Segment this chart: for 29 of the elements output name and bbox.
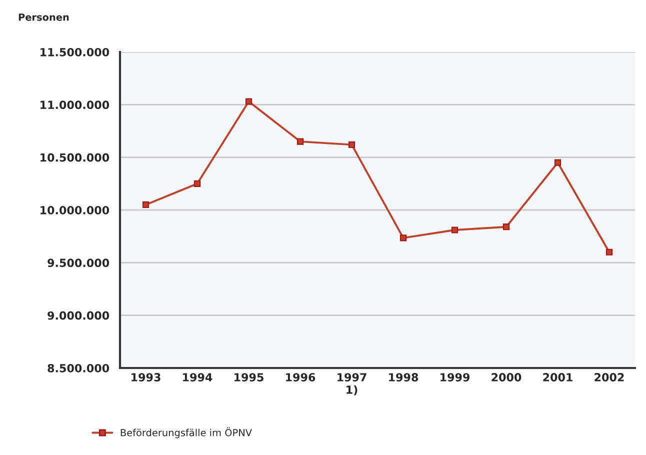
point xyxy=(194,180,201,187)
point xyxy=(400,234,407,242)
point xyxy=(451,226,458,234)
point xyxy=(245,98,252,105)
legend-label: Beförderungsfälle im ÖPNV xyxy=(120,427,252,438)
y-tick-label: 11.000.000 xyxy=(40,100,110,110)
point xyxy=(502,224,510,230)
x-tick-label: 2001 xyxy=(543,373,572,382)
x-tick-label: 1993 xyxy=(132,373,160,382)
x-tick-label: 1998 xyxy=(389,373,418,382)
point xyxy=(142,201,150,208)
x-tick-label: 1994 xyxy=(183,373,212,382)
x-tick-label: 1995 xyxy=(234,373,264,382)
y-tick-label: 10.000.000 xyxy=(40,206,110,214)
x-tick-label: 2002 xyxy=(594,373,624,382)
y-tick-label: 9.500.000 xyxy=(48,258,110,268)
y-tick-label: 8.500.000 xyxy=(48,364,110,372)
x-tick-label: 1996 xyxy=(286,373,316,382)
x-tick-label: 1999 xyxy=(440,373,470,382)
y-axis-title: Personen xyxy=(18,14,69,21)
y-tick-label: 11.500.000 xyxy=(40,48,110,56)
y-tick-label: 10.500.000 xyxy=(40,153,110,162)
point xyxy=(296,138,304,145)
x-tick-label: 2000 xyxy=(492,373,522,382)
point xyxy=(606,248,613,256)
x-tick-label: 1997 1) xyxy=(338,373,366,396)
y-tick-label: 9.000.000 xyxy=(48,311,110,320)
point xyxy=(554,159,562,166)
point xyxy=(348,141,356,148)
